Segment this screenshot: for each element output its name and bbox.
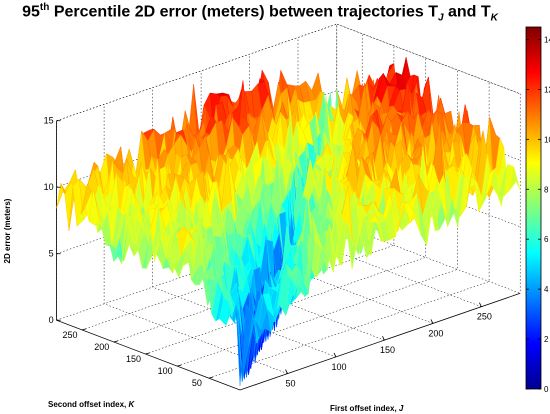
surface-mesh xyxy=(56,57,521,386)
y-tick-label: 250 xyxy=(62,330,77,340)
colorbar-tick-label: 4 xyxy=(544,285,549,294)
colorbar: 0 2 4 6 8 10 12 14 xyxy=(525,26,550,394)
x-tick-label: 150 xyxy=(380,345,395,355)
colorbar-gradient xyxy=(525,26,542,390)
colorbar-tick-label: 0 xyxy=(544,385,549,394)
z-tick-label: 0 xyxy=(49,315,54,325)
z-tick-label: 15 xyxy=(44,116,54,126)
colorbar-tick-label: 12 xyxy=(544,85,550,94)
y-tick-label: 100 xyxy=(158,366,173,376)
z-tick-label: 5 xyxy=(49,249,54,259)
x-tick-label: 200 xyxy=(428,328,443,338)
chart-title: 95th Percentile 2D error (meters) betwee… xyxy=(22,2,498,24)
colorbar-ticks: 0 2 4 6 8 10 12 14 xyxy=(526,35,550,394)
y-tick-label: 150 xyxy=(126,354,141,364)
axes-ticks: 0 5 10 15 50 100 150 200 250 50 100 150 200 250 xyxy=(44,116,492,389)
y-axis-label: Second offset index, K xyxy=(48,400,135,409)
colorbar-tick-label: 14 xyxy=(544,35,550,44)
colorbar-tick-label: 2 xyxy=(544,335,549,344)
x-tick-label: 50 xyxy=(285,379,295,389)
y-tick-label: 200 xyxy=(94,342,109,352)
colorbar-tick-label: 8 xyxy=(544,185,549,194)
y-tick-label: 50 xyxy=(192,378,202,388)
z-axis-label: 2D error (meters) xyxy=(3,198,12,263)
colorbar-tick-label: 6 xyxy=(544,235,549,244)
x-axis-label: First offset index, J xyxy=(330,404,404,413)
x-tick-label: 250 xyxy=(477,312,492,322)
x-tick-label: 100 xyxy=(331,362,346,372)
z-tick-label: 10 xyxy=(44,182,54,192)
colorbar-tick-label: 10 xyxy=(544,135,550,144)
